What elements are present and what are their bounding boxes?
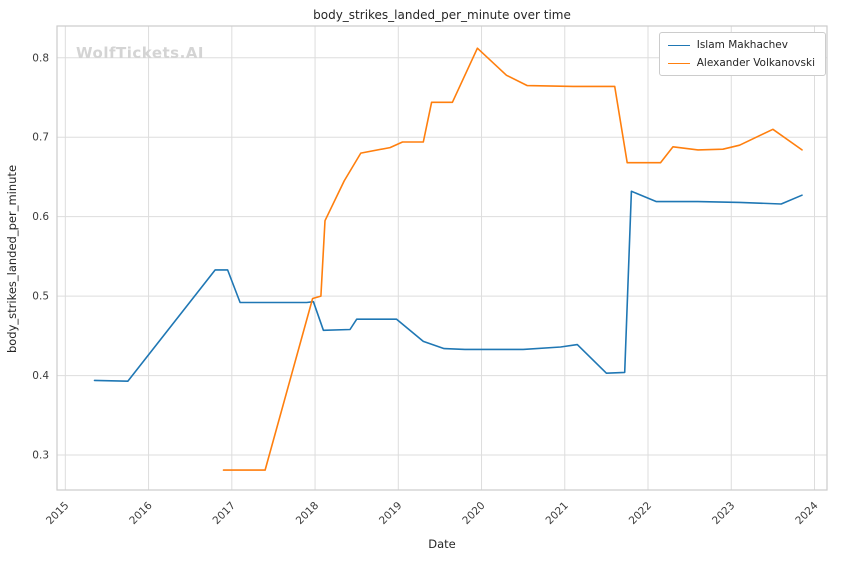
y-tick-label: 0.7 [32, 132, 49, 144]
x-tick-label: 2022 [627, 500, 654, 527]
y-tick-label: 0.8 [32, 52, 49, 64]
watermark: WolfTickets.AI [76, 44, 204, 62]
legend: Islam Makhachev Alexander Volkanovski [658, 32, 826, 76]
x-tick-label: 2019 [377, 500, 404, 527]
x-tick-label: 2017 [211, 500, 238, 527]
legend-item: Alexander Volkanovski [667, 57, 815, 69]
x-tick-label: 2023 [710, 500, 737, 527]
plot-area [57, 26, 827, 490]
x-tick-label: 2021 [544, 500, 571, 527]
y-tick-label: 0.4 [32, 370, 49, 382]
plot-border [56, 25, 828, 491]
legend-label: Alexander Volkanovski [696, 57, 815, 69]
chart-title: body_strikes_landed_per_minute over time [313, 8, 571, 22]
y-tick-label: 0.5 [32, 291, 49, 303]
y-axis-label: body_strikes_landed_per_minute [5, 164, 19, 354]
series-line [93, 190, 803, 383]
x-tick-label: 2015 [44, 500, 71, 527]
legend-line-swatch [667, 62, 690, 64]
x-tick-label: 2018 [294, 500, 321, 527]
x-tick-label: 2020 [460, 500, 487, 527]
x-axis-label: Date [428, 537, 456, 551]
legend-label: Islam Makhachev [696, 39, 788, 51]
legend-line-swatch [667, 44, 690, 46]
x-tick-label: 2016 [127, 499, 155, 527]
legend-item: Islam Makhachev [667, 39, 815, 51]
x-tick-label: 2024 [793, 499, 821, 527]
series-line [222, 47, 803, 471]
y-tick-label: 0.6 [32, 211, 49, 223]
y-tick-label: 0.3 [32, 450, 49, 462]
